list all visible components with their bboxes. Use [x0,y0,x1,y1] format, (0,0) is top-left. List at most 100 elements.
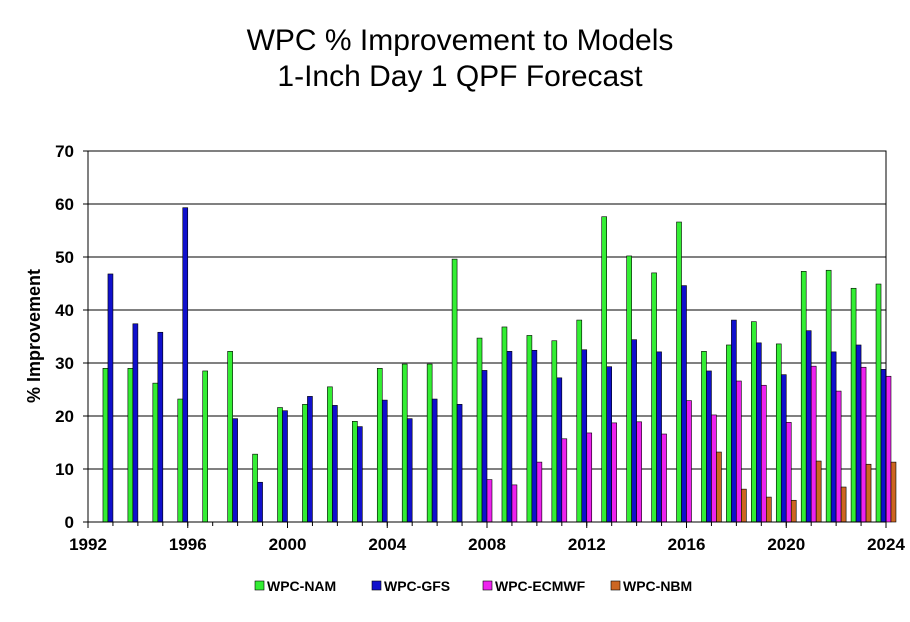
x-tick-label: 1996 [169,535,207,554]
bar-wpc-gfs-2005 [406,418,413,523]
bar-wpc-gfs-1994 [132,323,139,523]
bar-wpc-nam-2006 [426,363,433,523]
x-tick-label: 2008 [468,535,506,554]
bar-wpc-nbm-2019 [765,496,772,523]
bar-wpc-ecmwf-2020 [785,422,792,523]
bar-wpc-nbm-2024 [890,461,897,523]
bars [102,207,897,523]
bar-wpc-ecmwf-2019 [761,384,767,523]
bar-wpc-nam-2018 [726,344,732,523]
bar-wpc-gfs-2015 [656,351,662,523]
bar-wpc-gfs-2001 [307,396,313,523]
bar-wpc-gfs-2007 [456,404,463,523]
bar-wpc-gfs-2013 [606,366,612,523]
bar-wpc-gfs-2022 [830,351,837,523]
bar-wpc-ecmwf-2016 [686,400,692,523]
bar-wpc-ecmwf-2017 [711,414,717,523]
bar-wpc-nbm-2022 [840,486,847,523]
bar-wpc-nam-1998 [227,351,233,523]
bar-wpc-gfs-2014 [631,339,637,523]
bar-wpc-nam-2012 [576,319,583,523]
legend: WPC-NAM WPC-GFS WPC-ECMWF WPC-NBM [254,578,692,594]
legend-swatch [610,580,621,591]
legend-swatch [482,580,493,591]
bar-wpc-nbm-2018 [741,488,747,523]
bar-wpc-nam-2023 [850,287,857,523]
bar-wpc-gfs-1995 [157,331,164,523]
y-tick-label: 40 [55,301,74,320]
bar-wpc-nam-2011 [551,340,558,523]
bar-wpc-nam-1996 [177,398,184,523]
tick-labels: 0 10 20 30 40 50 60 70 1992 1996 2000 2004 2008 2012 2… [55,142,905,554]
bar-wpc-ecmwf-2023 [860,366,867,523]
bar-wpc-gfs-1999 [257,481,263,523]
bar-wpc-nbm-2017 [716,451,722,523]
bar-wpc-nam-2000 [277,407,283,523]
x-tick-label: 2016 [668,535,706,554]
x-tick-label: 2024 [867,535,905,554]
y-tick-label: 50 [55,248,74,267]
y-axis-label: % Improvement [24,269,44,403]
x-tick-label: 1992 [69,535,107,554]
legend-label: WPC-ECMWF [495,578,586,594]
bar-wpc-nam-2004 [376,367,383,523]
legend-label: WPC-NAM [267,578,336,594]
bar-wpc-gfs-2016 [681,285,687,523]
bar-wpc-gfs-2004 [381,399,388,523]
bar-wpc-nam-2015 [651,272,657,523]
x-tick-label: 2004 [368,535,406,554]
bar-wpc-gfs-2006 [431,398,438,523]
bar-wpc-nam-2002 [327,386,333,523]
bar-wpc-ecmwf-2013 [611,422,617,523]
bar-wpc-ecmwf-2008 [486,479,493,523]
bar-wpc-ecmwf-2014 [636,421,642,523]
x-tick-label: 2020 [767,535,805,554]
bar-wpc-nam-2007 [451,258,458,523]
bar-wpc-nam-1994 [127,367,134,523]
bar-wpc-nam-2016 [676,221,682,523]
bar-wpc-gfs-2020 [780,374,787,523]
bar-wpc-gfs-2024 [880,369,887,523]
bar-wpc-nam-2020 [775,343,782,523]
chart-title-line-2: 1-Inch Day 1 QPF Forecast [277,60,643,93]
bar-wpc-nam-1993 [102,367,109,523]
bar-wpc-ecmwf-2018 [736,380,742,523]
bar-wpc-nam-1997 [202,370,208,523]
bar-wpc-nam-2017 [701,351,707,523]
bar-wpc-gfs-1996 [182,207,189,523]
bar-wpc-nam-1995 [152,382,159,523]
bar-wpc-nam-2009 [501,326,508,523]
bar-wpc-nbm-2023 [865,463,872,523]
y-tick-label: 0 [65,513,74,532]
legend-label: WPC-GFS [384,578,450,594]
y-tick-label: 60 [55,195,74,214]
bar-wpc-gfs-2021 [805,330,812,523]
bar-wpc-ecmwf-2012 [586,432,593,523]
bar-wpc-nam-2008 [476,337,483,523]
bar-wpc-gfs-2008 [481,370,488,523]
bar-wpc-nam-2003 [352,420,358,523]
bar-wpc-gfs-2000 [282,410,288,523]
y-tick-label: 30 [55,354,74,373]
bar-wpc-gfs-2019 [756,342,762,523]
bar-wpc-nam-2001 [302,404,308,523]
bar-wpc-gfs-2009 [506,351,513,523]
bar-wpc-nam-2014 [626,255,632,523]
bar-wpc-nam-2022 [825,269,832,523]
bar-wpc-gfs-2002 [332,405,338,523]
bar-wpc-nam-2013 [601,216,608,523]
bar-wpc-gfs-1993 [107,273,114,523]
legend-swatch [371,580,382,591]
legend-label: WPC-NBM [623,578,692,594]
bar-wpc-gfs-2023 [855,344,862,523]
bar-wpc-ecmwf-2022 [835,390,842,523]
bar-wpc-gfs-1998 [232,418,238,523]
y-tick-label: 20 [55,407,74,426]
bar-wpc-nam-2005 [401,363,408,523]
bar-wpc-gfs-2018 [731,319,737,523]
bar-wpc-gfs-2011 [556,377,563,523]
bar-wpc-nam-2024 [875,283,882,523]
bar-wpc-gfs-2017 [706,370,712,523]
bar-wpc-ecmwf-2010 [536,461,543,523]
